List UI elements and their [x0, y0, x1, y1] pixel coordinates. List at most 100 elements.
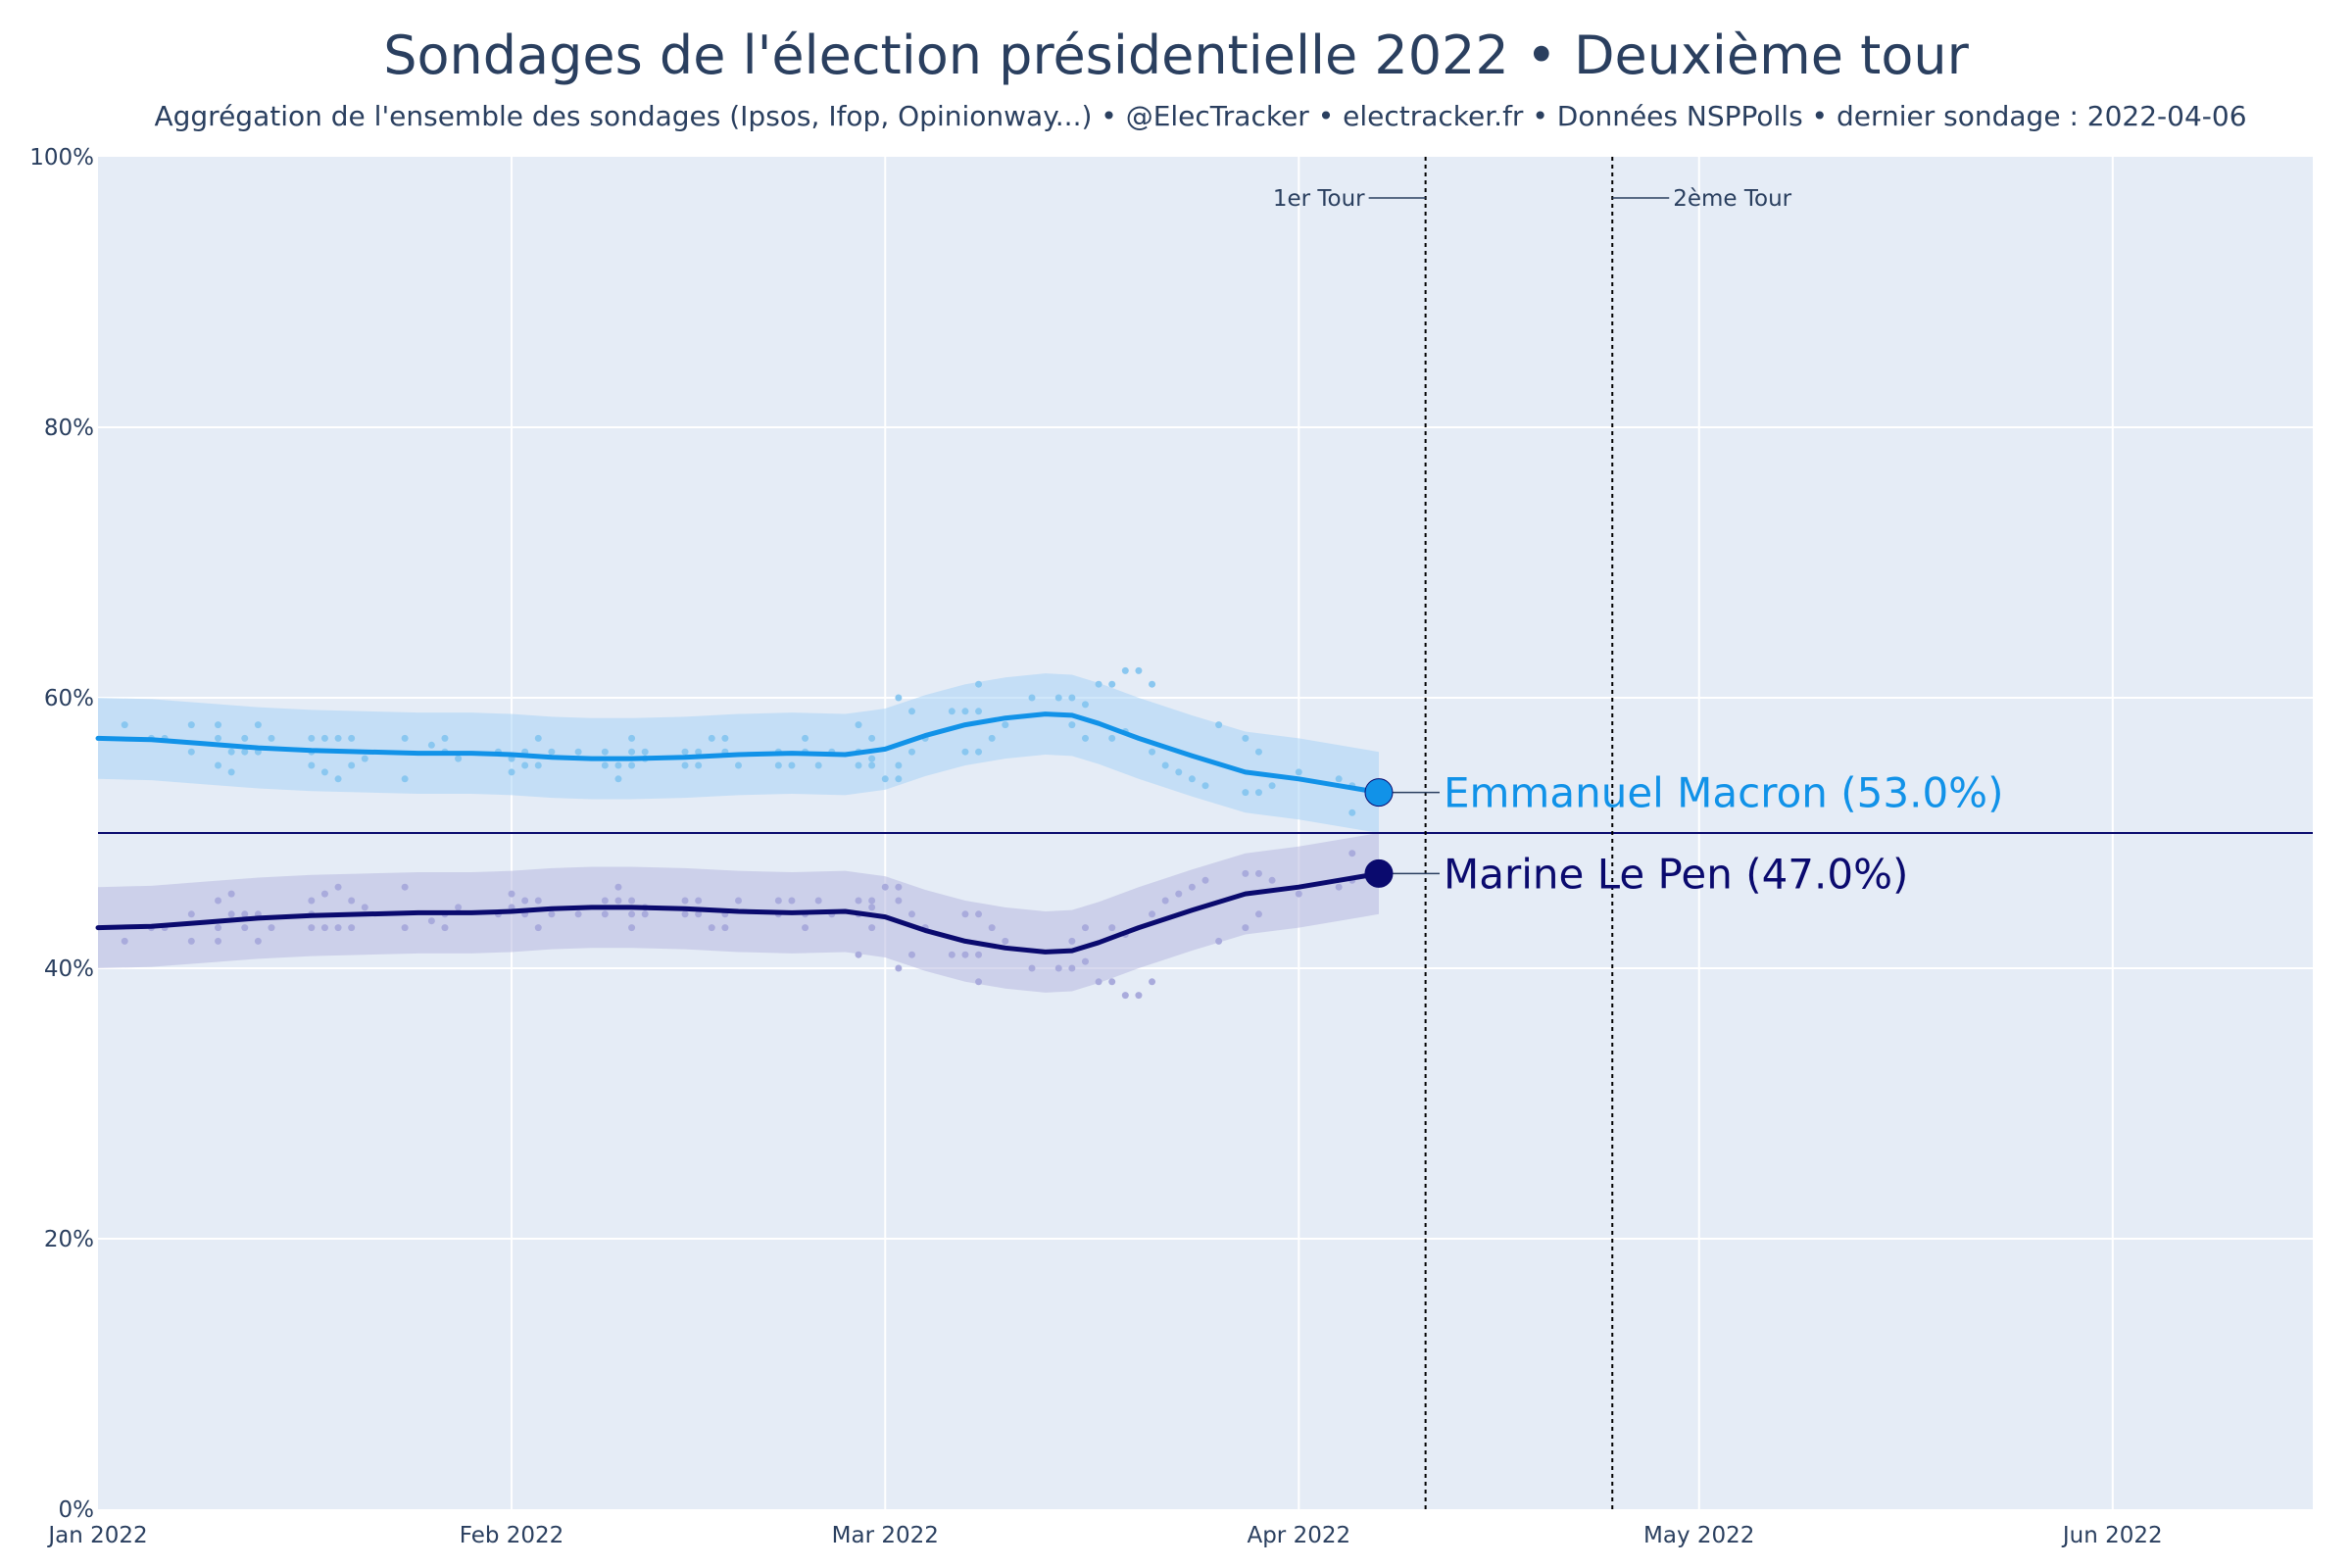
- poll-point-0: [401, 734, 409, 742]
- y-tick-label: 80%: [44, 416, 94, 441]
- poll-point-1: [855, 951, 862, 958]
- poll-point-0: [1335, 775, 1343, 783]
- poll-point-0: [348, 734, 356, 742]
- poll-point-1: [628, 924, 636, 932]
- poll-point-0: [1242, 734, 1250, 742]
- poll-point-0: [695, 761, 703, 769]
- poll-point-0: [695, 748, 703, 756]
- poll-point-0: [614, 761, 622, 769]
- poll-point-1: [855, 897, 862, 905]
- poll-point-0: [975, 748, 983, 756]
- poll-point-0: [975, 708, 983, 715]
- poll-point-0: [1242, 789, 1250, 797]
- poll-point-1: [1242, 869, 1250, 877]
- poll-point-0: [361, 755, 368, 762]
- poll-point-0: [348, 761, 356, 769]
- poll-point-1: [1054, 964, 1062, 972]
- poll-point-0: [1054, 694, 1062, 702]
- poll-point-1: [401, 924, 409, 932]
- poll-point-1: [814, 897, 822, 905]
- poll-point-1: [961, 951, 969, 958]
- poll-point-1: [215, 937, 222, 945]
- poll-point-1: [534, 897, 542, 905]
- poll-point-0: [401, 775, 409, 783]
- poll-point-0: [1068, 721, 1076, 729]
- poll-point-0: [1095, 680, 1102, 688]
- poll-points: [121, 666, 1356, 1000]
- end-markers: Emmanuel Macron (53.0%) Marine Le Pen (47…: [1364, 769, 2003, 898]
- poll-point-1: [334, 924, 342, 932]
- poll-point-1: [695, 897, 703, 905]
- poll-point-0: [521, 761, 529, 769]
- poll-point-1: [1215, 937, 1223, 945]
- poll-point-0: [1108, 680, 1116, 688]
- poll-point-0: [868, 734, 876, 742]
- poll-point-0: [574, 748, 582, 756]
- poll-point-1: [1149, 910, 1156, 918]
- poll-point-0: [948, 708, 956, 715]
- poll-point-0: [215, 734, 222, 742]
- poll-point-1: [187, 937, 195, 945]
- poll-point-1: [1028, 964, 1036, 972]
- poll-point-1: [215, 897, 222, 905]
- poll-point-0: [215, 761, 222, 769]
- poll-point-1: [601, 897, 609, 905]
- poll-point-1: [628, 897, 636, 905]
- poll-point-0: [455, 755, 463, 762]
- poll-point-0: [1254, 789, 1262, 797]
- poll-point-1: [641, 910, 649, 918]
- poll-point-1: [614, 897, 622, 905]
- poll-point-1: [1121, 992, 1129, 1000]
- poll-point-1: [1242, 924, 1250, 932]
- y-tick-label: 20%: [44, 1227, 94, 1252]
- poll-point-0: [961, 748, 969, 756]
- poll-point-0: [907, 748, 915, 756]
- poll-point-0: [508, 768, 515, 776]
- event-label: 2ème Tour: [1673, 186, 1791, 212]
- poll-point-0: [227, 768, 235, 776]
- y-axis-ticks: 0% 20% 40% 60% 80% 100%: [29, 145, 94, 1523]
- poll-point-0: [868, 755, 876, 762]
- poll-point-1: [1201, 876, 1209, 884]
- poll-point-1: [521, 897, 529, 905]
- poll-point-0: [1081, 701, 1089, 709]
- poll-point-0: [774, 761, 782, 769]
- poll-point-1: [254, 937, 262, 945]
- poll-point-1: [534, 924, 542, 932]
- x-axis-ticks: Jan 2022 Feb 2022 Mar 2022 Apr 2022 May 2022…: [46, 1523, 2162, 1548]
- poll-point-1: [361, 904, 368, 911]
- poll-point-1: [1149, 978, 1156, 986]
- poll-point-0: [427, 741, 435, 749]
- poll-point-1: [508, 890, 515, 898]
- poll-point-0: [241, 748, 249, 756]
- poll-point-0: [734, 761, 742, 769]
- poll-point-0: [1175, 768, 1183, 776]
- x-tick-label: Mar 2022: [832, 1523, 939, 1548]
- poll-point-0: [268, 734, 275, 742]
- poll-point-0: [641, 748, 649, 756]
- poll-point-1: [975, 910, 983, 918]
- poll-point-1: [334, 883, 342, 891]
- poll-point-0: [708, 734, 715, 742]
- poll-point-0: [215, 721, 222, 729]
- poll-point-0: [1081, 734, 1089, 742]
- poll-point-1: [802, 924, 809, 932]
- poll-point-0: [814, 761, 822, 769]
- poll-point-1: [601, 910, 609, 918]
- poll-point-1: [1081, 957, 1089, 965]
- poll-point-0: [1295, 768, 1302, 776]
- poll-point-1: [895, 897, 903, 905]
- poll-point-1: [895, 964, 903, 972]
- poll-point-1: [268, 924, 275, 932]
- poll-point-1: [548, 910, 556, 918]
- poll-point-1: [1254, 910, 1262, 918]
- poll-point-1: [1135, 992, 1143, 1000]
- x-tick-label: Jun 2022: [2061, 1523, 2163, 1548]
- poll-point-1: [1268, 876, 1276, 884]
- poll-point-0: [802, 734, 809, 742]
- poll-point-0: [1108, 734, 1116, 742]
- poll-point-1: [1175, 890, 1183, 898]
- poll-point-0: [1254, 748, 1262, 756]
- poll-point-0: [1268, 782, 1276, 790]
- poll-point-0: [441, 734, 449, 742]
